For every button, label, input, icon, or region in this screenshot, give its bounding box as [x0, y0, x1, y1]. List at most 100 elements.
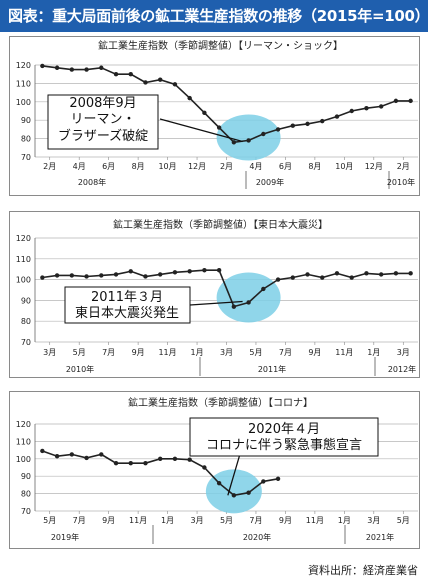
- y-tick-label: 100: [16, 276, 31, 285]
- x-tick-label: 5月: [43, 516, 56, 525]
- callout-text: コロナに伴う緊急事態宣言: [206, 437, 362, 453]
- x-tick-label: 4月: [249, 162, 262, 171]
- data-point: [40, 63, 45, 69]
- x-tick-label: 4月: [73, 162, 86, 171]
- y-tick-label: 90: [21, 472, 31, 481]
- x-tick-label: 12月: [188, 162, 206, 171]
- data-point: [202, 110, 207, 116]
- chart-panel-covid: 鉱工業生産指数（季節調整値）【コロナ】 70 80 90 100 110 120 5月 7月 9月…: [9, 391, 420, 549]
- figure-title-banner: 図表：重大局面前後の鉱工業生産指数の推移（2015年=100）: [0, 0, 428, 32]
- callout-text: 東日本大震災発生: [75, 305, 179, 321]
- callout-text: 2008年9月: [69, 96, 136, 111]
- x-tick-label: 5月: [73, 348, 86, 357]
- data-point: [364, 271, 369, 276]
- callout-text: 2011年３月: [91, 290, 163, 305]
- x-tick-label: 1月: [367, 348, 380, 357]
- x-tick-label: 11月: [306, 516, 324, 525]
- data-point: [113, 72, 119, 77]
- data-point: [84, 274, 89, 279]
- data-point: [69, 452, 75, 457]
- y-tick-label: 70: [21, 153, 31, 162]
- callout-box: [47, 94, 159, 150]
- chart-svg-earthquake: 鉱工業生産指数（季節調整値）【東日本大震災】 70 80 90 100 110 120 3月 5…: [16, 218, 418, 376]
- chart-svg-lehman: 鉱工業生産指数（季節調整値）【リーマン・ショック】 70 80 90 100 110 120…: [16, 39, 418, 189]
- data-point: [143, 80, 148, 85]
- data-point: [69, 273, 75, 278]
- y-tick-label: 90: [21, 116, 31, 125]
- data-point: [393, 98, 399, 104]
- data-point: [113, 272, 119, 277]
- x-tick-label: 9月: [132, 348, 145, 357]
- data-point: [99, 273, 104, 278]
- data-point: [187, 457, 192, 462]
- data-point: [231, 140, 237, 145]
- data-point: [54, 453, 60, 459]
- data-point: [246, 300, 251, 305]
- x-tick-label: 5月: [397, 516, 410, 525]
- x-tick-label: 5月: [220, 516, 233, 525]
- data-point: [305, 121, 310, 127]
- x-tick-label: 11月: [335, 348, 353, 357]
- year-label: 2020年: [243, 532, 271, 542]
- data-point: [334, 114, 340, 119]
- data-point: [216, 125, 222, 130]
- data-point: [172, 456, 178, 461]
- series-line: [42, 269, 411, 308]
- x-tick-label: 3月: [190, 516, 203, 525]
- series-line: [42, 65, 411, 144]
- x-tick-label: 7月: [102, 348, 115, 357]
- source-note: 資料出所：経済産業省: [308, 564, 418, 577]
- data-point: [393, 271, 399, 276]
- data-point: [290, 275, 295, 280]
- highlight-ellipse: [216, 114, 281, 161]
- year-label: 2011年: [258, 364, 286, 374]
- x-tick-label: 1月: [161, 516, 174, 525]
- x-tick-label: 12月: [365, 162, 383, 171]
- data-point: [158, 272, 163, 277]
- data-point: [261, 479, 266, 484]
- data-point: [128, 269, 133, 274]
- data-point: [408, 98, 413, 104]
- data-point: [305, 272, 310, 277]
- x-tick-label: 10月: [335, 162, 353, 171]
- y-tick-label: 70: [21, 338, 31, 347]
- x-tick-label: 7月: [249, 516, 262, 525]
- data-point: [202, 268, 207, 273]
- chart-title: 鉱工業生産指数（季節調整値）【東日本大震災】: [113, 218, 328, 231]
- data-point: [99, 452, 104, 457]
- data-point: [408, 271, 413, 276]
- callout-box: [64, 286, 191, 324]
- data-point: [320, 118, 325, 124]
- data-point: [40, 448, 45, 454]
- chart-title: 鉱工業生産指数（季節調整値）【コロナ】: [128, 396, 313, 409]
- data-point: [349, 108, 354, 114]
- y-tick-label: 120: [16, 61, 31, 70]
- x-tick-label: 7月: [279, 348, 292, 357]
- data-point: [158, 456, 163, 461]
- data-point: [275, 127, 281, 132]
- data-point: [320, 275, 325, 280]
- data-point: [54, 65, 60, 70]
- callout-pointer: [159, 118, 243, 143]
- y-tick-label: 70: [21, 507, 31, 516]
- year-label: 2010年: [66, 364, 94, 374]
- x-tick-label: 3月: [220, 348, 233, 357]
- x-tick-label: 9月: [102, 516, 115, 525]
- x-tick-label: 6月: [279, 162, 292, 171]
- data-point: [158, 77, 163, 82]
- data-point: [216, 480, 222, 486]
- x-tick-label: 9月: [279, 516, 292, 525]
- y-tick-label: 110: [16, 79, 31, 88]
- data-point: [378, 272, 384, 277]
- y-tick-label: 110: [16, 255, 31, 264]
- x-tick-label: 3月: [43, 348, 56, 357]
- data-point: [231, 493, 237, 498]
- data-point: [275, 476, 281, 482]
- y-tick-label: 100: [16, 455, 31, 464]
- data-point: [84, 455, 89, 461]
- data-point: [99, 65, 104, 70]
- highlight-ellipse: [205, 469, 262, 514]
- y-tick-label: 120: [16, 420, 31, 429]
- data-point: [231, 304, 237, 309]
- data-point: [143, 274, 148, 279]
